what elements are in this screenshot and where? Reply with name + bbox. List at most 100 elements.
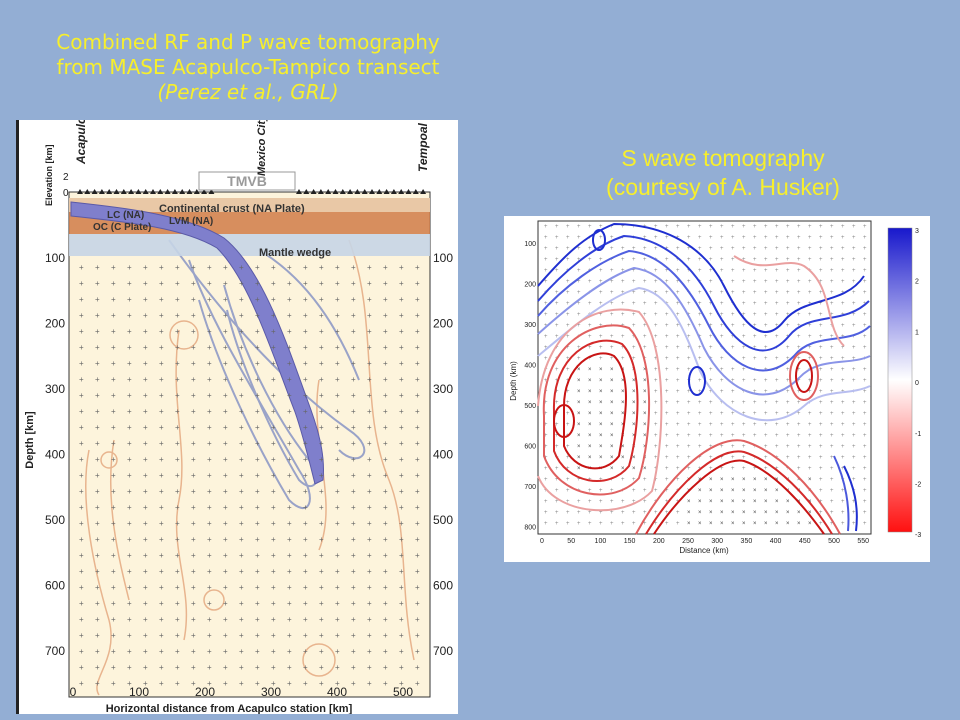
- s-grid-marker: +: [742, 235, 746, 241]
- left-depth-tick-label: 400: [45, 448, 65, 462]
- s-grid-marker: +: [819, 422, 823, 428]
- s-grid-marker: +: [797, 356, 801, 362]
- s-grid-marker: +: [566, 235, 570, 241]
- s-grid-marker: +: [709, 268, 713, 274]
- s-grid-marker: +: [621, 356, 625, 362]
- grid-marker: +: [95, 407, 100, 416]
- grid-marker: +: [239, 615, 244, 624]
- grid-marker: +: [95, 551, 100, 560]
- grid-marker: +: [335, 679, 340, 688]
- s-distance-tick-label: 450: [799, 538, 811, 545]
- s-grid-marker: +: [742, 312, 746, 318]
- grid-marker: +: [335, 439, 340, 448]
- s-grid-marker: +: [764, 312, 768, 318]
- grid-marker: +: [271, 327, 276, 336]
- s-grid-marker: ×: [610, 389, 614, 395]
- grid-marker: +: [223, 471, 228, 480]
- s-grid-marker: ×: [632, 433, 636, 439]
- s-grid-marker: +: [544, 411, 548, 417]
- s-grid-marker: +: [665, 356, 669, 362]
- s-grid-marker: +: [863, 422, 867, 428]
- s-grid-marker: +: [643, 279, 647, 285]
- grid-marker: +: [95, 663, 100, 672]
- grid-marker: +: [95, 471, 100, 480]
- grid-marker: +: [79, 535, 84, 544]
- right-depth-tick-label: 100: [433, 251, 453, 265]
- grid-marker: +: [367, 615, 372, 624]
- grid-marker: +: [95, 455, 100, 464]
- s-grid-marker: +: [709, 323, 713, 329]
- s-grid-marker: +: [720, 356, 724, 362]
- s-grid-marker: +: [830, 290, 834, 296]
- s-grid-marker: +: [698, 290, 702, 296]
- s-depth-axis-label: Depth (km): [509, 361, 518, 401]
- grid-marker: +: [111, 407, 116, 416]
- grid-marker: +: [127, 407, 132, 416]
- grid-marker: +: [191, 519, 196, 528]
- grid-marker: +: [255, 343, 260, 352]
- s-grid-marker: +: [687, 367, 691, 373]
- s-grid-marker: +: [654, 367, 658, 373]
- s-grid-marker: +: [665, 400, 669, 406]
- s-grid-marker: +: [786, 345, 790, 351]
- grid-marker: +: [287, 663, 292, 672]
- s-grid-marker: ×: [742, 499, 746, 505]
- grid-marker: +: [287, 407, 292, 416]
- s-grid-marker: +: [742, 433, 746, 439]
- grid-marker: +: [271, 583, 276, 592]
- s-grid-marker: +: [555, 422, 559, 428]
- grid-marker: +: [191, 407, 196, 416]
- s-grid-marker: ×: [731, 521, 735, 527]
- grid-marker: +: [319, 503, 324, 512]
- grid-marker: +: [399, 311, 404, 320]
- s-grid-marker: +: [819, 477, 823, 483]
- grid-marker: +: [95, 311, 100, 320]
- s-grid-marker: +: [775, 312, 779, 318]
- s-grid-marker: +: [709, 400, 713, 406]
- grid-marker: +: [303, 439, 308, 448]
- s-grid-marker: +: [643, 312, 647, 318]
- s-grid-marker: +: [643, 323, 647, 329]
- s-grid-marker: +: [621, 246, 625, 252]
- grid-marker: +: [255, 439, 260, 448]
- s-grid-marker: +: [676, 477, 680, 483]
- s-grid-marker: +: [797, 279, 801, 285]
- s-grid-marker: +: [819, 268, 823, 274]
- s-grid-marker: +: [632, 477, 636, 483]
- s-grid-marker: +: [797, 444, 801, 450]
- grid-marker: +: [111, 551, 116, 560]
- s-grid-marker: +: [621, 257, 625, 263]
- s-grid-marker: +: [544, 301, 548, 307]
- grid-marker: +: [159, 663, 164, 672]
- grid-marker: +: [335, 583, 340, 592]
- grid-marker: +: [271, 663, 276, 672]
- s-grid-marker: +: [555, 400, 559, 406]
- s-grid-marker: +: [797, 334, 801, 340]
- distance-tick-label: 500: [393, 685, 413, 699]
- s-grid-marker: +: [808, 378, 812, 384]
- s-grid-marker: ×: [643, 455, 647, 461]
- grid-marker: +: [367, 423, 372, 432]
- grid-marker: +: [79, 263, 84, 272]
- grid-marker: +: [335, 551, 340, 560]
- s-grid-marker: +: [676, 444, 680, 450]
- grid-marker: +: [399, 423, 404, 432]
- s-grid-marker: +: [841, 411, 845, 417]
- station-marker: [77, 189, 83, 194]
- s-grid-marker: +: [709, 279, 713, 285]
- s-grid-marker: +: [753, 279, 757, 285]
- grid-marker: +: [127, 391, 132, 400]
- grid-marker: +: [239, 631, 244, 640]
- s-grid-marker: +: [808, 411, 812, 417]
- s-fast-contours: [537, 222, 871, 532]
- grid-marker: +: [271, 535, 276, 544]
- s-grid-marker: +: [841, 466, 845, 472]
- s-grid-marker: +: [764, 257, 768, 263]
- grid-marker: +: [175, 615, 180, 624]
- grid-marker: +: [95, 343, 100, 352]
- grid-marker: +: [207, 519, 212, 528]
- s-grid-marker: +: [632, 499, 636, 505]
- station-marker: [369, 189, 375, 194]
- s-grid-marker: +: [687, 323, 691, 329]
- s-grid-marker: +: [687, 334, 691, 340]
